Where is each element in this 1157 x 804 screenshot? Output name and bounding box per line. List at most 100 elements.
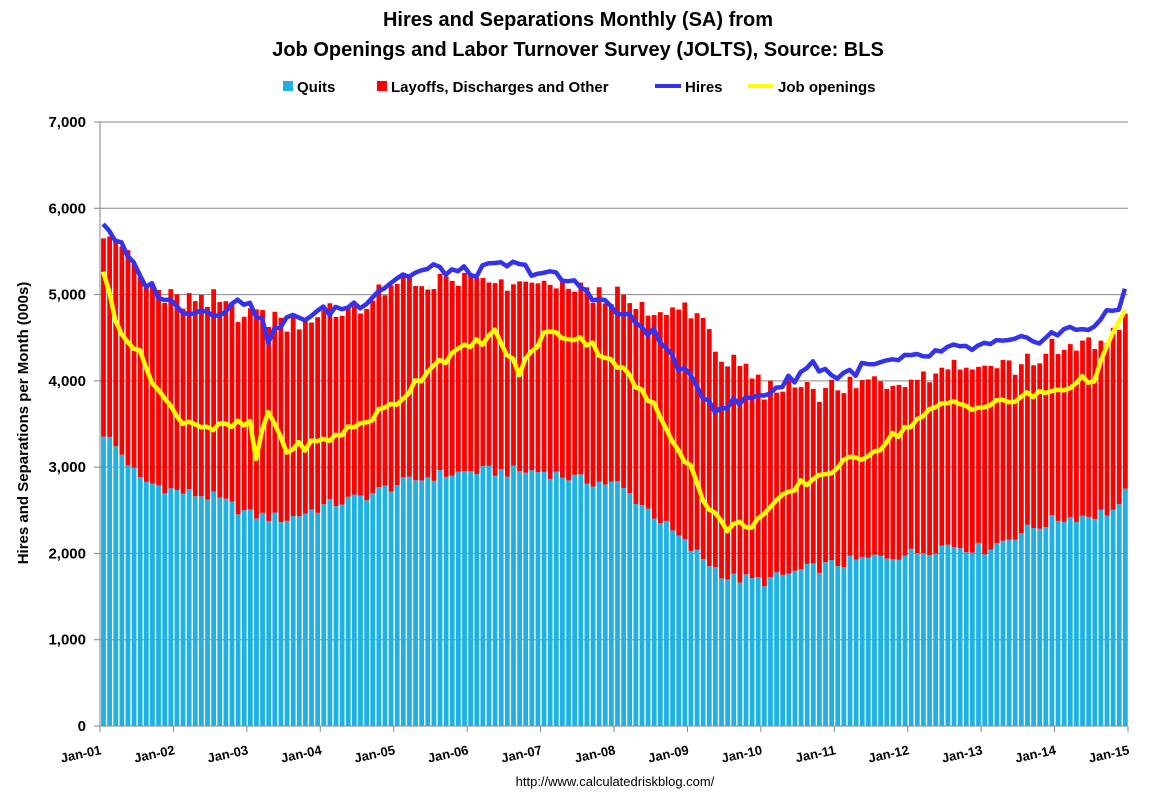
bar-quits: [1037, 528, 1043, 726]
x-tick-label: Jan-03: [206, 742, 249, 765]
x-tick-label: Jan-07: [500, 742, 543, 765]
bar-quits: [388, 491, 394, 726]
bar-quits: [480, 466, 486, 726]
bar-layoffs: [437, 273, 443, 471]
bar-layoffs: [407, 277, 412, 477]
bar-layoffs: [394, 283, 400, 486]
x-tick-label: Jan-11: [794, 742, 837, 765]
bar-layoffs: [737, 365, 743, 583]
bar-quits: [670, 530, 675, 726]
bar-layoffs: [670, 307, 675, 531]
bar-quits: [786, 573, 792, 726]
bar-quits: [982, 554, 988, 726]
bar-quits: [1031, 528, 1036, 726]
bar-layoffs: [1080, 340, 1085, 516]
bar-layoffs: [1067, 344, 1073, 518]
x-tick-label: Jan-10: [720, 742, 763, 765]
bar-quits: [504, 476, 510, 726]
bar-layoffs: [254, 309, 259, 519]
y-axis-label: Hires and Separations per Month (000s): [15, 282, 32, 565]
bar-quits: [651, 518, 657, 726]
bar-layoffs: [596, 287, 602, 482]
x-tick-label: Jan-05: [353, 742, 396, 765]
bar-quits: [486, 465, 492, 726]
bar-quits: [1012, 539, 1018, 726]
bar-layoffs: [449, 280, 455, 476]
bar-layoffs: [309, 322, 314, 510]
bar-quits: [560, 477, 565, 726]
bar-layoffs: [217, 302, 223, 498]
y-tick-label: 6,000: [48, 200, 86, 217]
bar-quits: [492, 475, 498, 726]
bar-quits: [596, 481, 602, 726]
bar-quits: [713, 567, 718, 726]
bar-layoffs: [333, 317, 339, 507]
bar-layoffs: [119, 246, 125, 455]
bar-quits: [761, 586, 767, 726]
bar-layoffs: [890, 385, 896, 560]
bar-quits: [957, 548, 963, 726]
bar-quits: [847, 555, 853, 726]
bar-layoffs: [700, 317, 706, 560]
series-lines: [100, 222, 1128, 534]
bar-quits: [394, 485, 400, 726]
bar-layoffs: [560, 282, 565, 478]
bar-layoffs: [676, 309, 682, 536]
bar-quits: [260, 512, 265, 726]
bar-quits: [150, 483, 155, 726]
bar-quits: [994, 542, 1000, 726]
bar-layoffs: [859, 380, 865, 557]
bar-layoffs: [645, 315, 651, 509]
bar-quits: [1067, 517, 1073, 726]
bar-quits: [633, 503, 639, 726]
bar-quits: [382, 485, 388, 726]
bar-layoffs: [749, 378, 755, 579]
bar-layoffs: [1037, 363, 1043, 529]
bar-layoffs: [296, 329, 302, 517]
legend-label: Layoffs, Discharges and Other: [391, 79, 609, 96]
bar-layoffs: [272, 311, 278, 513]
x-tick-label: Jan-14: [1014, 742, 1058, 765]
bar-layoffs: [951, 359, 957, 548]
legend-swatch: [377, 81, 387, 91]
bar-layoffs: [902, 387, 908, 556]
bar-quits: [639, 505, 645, 726]
bar-quits: [951, 547, 957, 726]
bar-quits: [511, 465, 516, 726]
bar-layoffs: [351, 306, 357, 495]
bar-quits: [865, 557, 871, 726]
bar-layoffs: [327, 303, 333, 499]
bar-layoffs: [780, 391, 786, 575]
bar-layoffs: [621, 294, 626, 488]
bar-quits: [235, 514, 241, 726]
bar-layoffs: [1000, 359, 1006, 541]
bar-layoffs: [810, 388, 816, 564]
y-tick-label: 2,000: [48, 545, 86, 562]
bar-quits: [303, 513, 308, 726]
bar-quits: [345, 496, 351, 726]
bar-quits: [694, 549, 700, 726]
bar-quits: [400, 477, 406, 726]
bar-layoffs: [315, 317, 321, 513]
bar-layoffs: [970, 369, 975, 553]
bar-quits: [474, 474, 480, 726]
bar-quits: [205, 499, 210, 726]
bar-quits: [859, 556, 865, 726]
bar-layoffs: [584, 287, 590, 484]
bar-quits: [290, 515, 296, 726]
bar-layoffs: [492, 283, 498, 476]
bar-quits: [462, 471, 467, 726]
bar-layoffs: [878, 381, 883, 556]
y-tick-label: 5,000: [48, 287, 86, 304]
bar-quits: [364, 500, 369, 726]
bar-layoffs: [682, 302, 688, 540]
bar-quits: [1086, 516, 1092, 726]
axes: [99, 122, 1129, 732]
bar-layoffs: [627, 303, 633, 494]
bar-layoffs: [608, 304, 614, 482]
x-tick-label: Jan-01: [59, 742, 102, 765]
bar-layoffs: [241, 316, 247, 511]
bar-quits: [327, 498, 333, 726]
bar-quits: [933, 553, 939, 726]
